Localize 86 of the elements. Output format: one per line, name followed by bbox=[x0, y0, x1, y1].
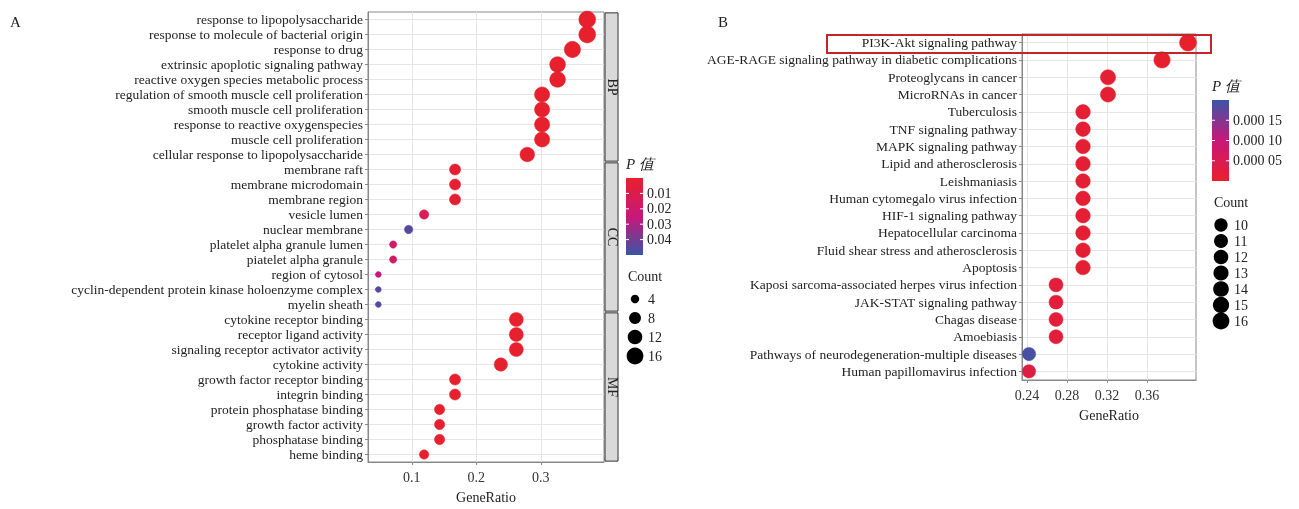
x-axis-title: GeneRatio bbox=[456, 489, 516, 505]
x-tick-label: 0.36 bbox=[1134, 387, 1160, 403]
y-tick-label: reactive oxygen species metabolic process bbox=[134, 72, 363, 87]
y-tick-label: Amoebiasis bbox=[953, 329, 1017, 345]
y-tick-label: response to reactive oxygenspecies bbox=[173, 117, 363, 132]
y-tick-label: cytokine activity bbox=[272, 357, 364, 372]
y-tick-label: response to molecule of bacterial origin bbox=[148, 27, 364, 42]
y-tick-label: platelet alpha granule lumen bbox=[209, 237, 364, 252]
color-bar-label: 0.000 05 bbox=[1233, 153, 1282, 169]
y-tick-label: Proteoglycans in cancer bbox=[888, 69, 1018, 85]
color-bar-title: P 值 bbox=[625, 155, 656, 172]
y-tick-label: membrane raft bbox=[283, 162, 364, 177]
y-tick-label: myelin sheath bbox=[287, 297, 364, 312]
x-tick-label: 0.24 bbox=[1014, 387, 1040, 403]
text: BP bbox=[604, 78, 620, 96]
y-tick-label: cyclin-dependent protein kinase holoenzyme complex bbox=[71, 282, 364, 297]
y-tick-label: protein phosphatase binding bbox=[210, 402, 364, 417]
y-tick-label: signaling receptor activator activity bbox=[171, 342, 364, 357]
legend-label: 13 bbox=[1234, 265, 1248, 281]
y-tick-label: regulation of smooth muscle cell proliferation bbox=[115, 87, 364, 102]
color-bar-label: 0.04 bbox=[647, 232, 672, 248]
y-tick-label: PI3K-Akt signaling pathway bbox=[861, 35, 1018, 51]
legend-label: 4 bbox=[648, 291, 655, 307]
legend-label: 10 bbox=[1234, 217, 1248, 233]
y-tick-label: Hepatocellular carcinoma bbox=[877, 225, 1017, 241]
y-tick-label: smooth muscle cell proliferation bbox=[187, 102, 364, 117]
y-tick-label: nuclear membrane bbox=[262, 222, 363, 237]
x-axis-title: GeneRatio bbox=[1079, 407, 1139, 423]
y-tick-label: Leishmaniasis bbox=[939, 173, 1017, 189]
x-tick-label: 0.32 bbox=[1094, 387, 1120, 403]
text: CC bbox=[604, 227, 620, 247]
y-tick-label: Fluid shear stress and atherosclerosis bbox=[816, 242, 1017, 258]
x-tick-label: 0.3 bbox=[532, 469, 550, 485]
color-bar-label: 0.000 15 bbox=[1233, 112, 1282, 128]
y-tick-label: integrin binding bbox=[276, 387, 364, 402]
y-tick-label: Tuberculosis bbox=[947, 104, 1017, 120]
y-tick-label: response to lipopolysaccharide bbox=[196, 12, 363, 27]
text: B bbox=[718, 13, 729, 30]
legend-label: 15 bbox=[1234, 297, 1248, 313]
y-tick-label: membrane microdomain bbox=[230, 177, 364, 192]
y-tick-label: Chagas disease bbox=[934, 311, 1017, 327]
y-tick-label: JAK-STAT signaling pathway bbox=[854, 294, 1018, 310]
text: A bbox=[10, 13, 21, 30]
y-tick-label: piatelet alpha granule bbox=[246, 252, 363, 267]
y-tick-label: Human papillomavirus infection bbox=[841, 363, 1018, 379]
legend-label: 16 bbox=[648, 348, 662, 364]
color-bar-label: 0.01 bbox=[647, 185, 672, 201]
y-tick-label: phosphatase binding bbox=[252, 432, 364, 447]
y-tick-label: vesicle lumen bbox=[288, 207, 364, 222]
x-tick-label: 0.2 bbox=[467, 469, 486, 485]
y-tick-label: growth factor receptor binding bbox=[197, 372, 364, 387]
legend-label: 16 bbox=[1234, 313, 1248, 329]
y-tick-label: membrane region bbox=[268, 192, 364, 207]
text: MF bbox=[604, 376, 620, 398]
legend-label: 12 bbox=[1234, 249, 1248, 265]
y-tick-label: cytokine receptor binding bbox=[224, 312, 364, 327]
y-tick-label: response to drug bbox=[273, 42, 364, 57]
y-tick-label: Human cytomegalo virus infection bbox=[829, 190, 1018, 206]
y-tick-label: cellular response to lipopolysaccharide bbox=[152, 147, 363, 162]
color-bar-title: P 值 bbox=[1211, 77, 1242, 94]
y-tick-label: Apoptosis bbox=[962, 260, 1017, 276]
legend-title: Count bbox=[1214, 194, 1249, 210]
legend-label: 12 bbox=[648, 329, 662, 345]
color-bar-label: 0.03 bbox=[647, 216, 672, 232]
legend-label: 11 bbox=[1234, 233, 1248, 249]
legend-label: 14 bbox=[1234, 281, 1248, 297]
y-tick-label: heme binding bbox=[289, 447, 364, 462]
y-tick-label: MicroRNAs in cancer bbox=[897, 87, 1018, 103]
y-tick-label: extrinsic apoplotic signaling pathway bbox=[160, 57, 364, 72]
x-tick-label: 0.1 bbox=[403, 469, 421, 485]
color-bar-label: 0.000 10 bbox=[1233, 133, 1282, 148]
y-tick-label: growth factor activity bbox=[246, 417, 364, 432]
y-tick-label: MAPK signaling pathway bbox=[876, 138, 1018, 154]
y-tick-label: muscle cell proliferation bbox=[231, 132, 364, 147]
y-tick-label: HIF-1 signaling pathway bbox=[882, 208, 1018, 224]
y-tick-label: Lipid and atherosclerosis bbox=[881, 156, 1017, 172]
y-tick-label: TNF signaling pathway bbox=[889, 121, 1018, 137]
y-tick-label: AGE-RAGE signaling pathway in diabetic complications bbox=[706, 52, 1017, 68]
y-tick-label: Pathways of neurodegeneration-multiple diseases bbox=[749, 346, 1017, 362]
color-bar-label: 0.02 bbox=[647, 201, 672, 217]
y-tick-label: Kaposi sarcoma-associated herpes virus infection bbox=[750, 277, 1018, 293]
y-tick-label: receptor ligand activity bbox=[237, 327, 364, 342]
y-tick-label: region of cytosol bbox=[271, 267, 364, 282]
x-tick-label: 0.28 bbox=[1054, 387, 1080, 403]
legend-label: 8 bbox=[648, 310, 655, 326]
legend-title: Count bbox=[628, 268, 663, 284]
